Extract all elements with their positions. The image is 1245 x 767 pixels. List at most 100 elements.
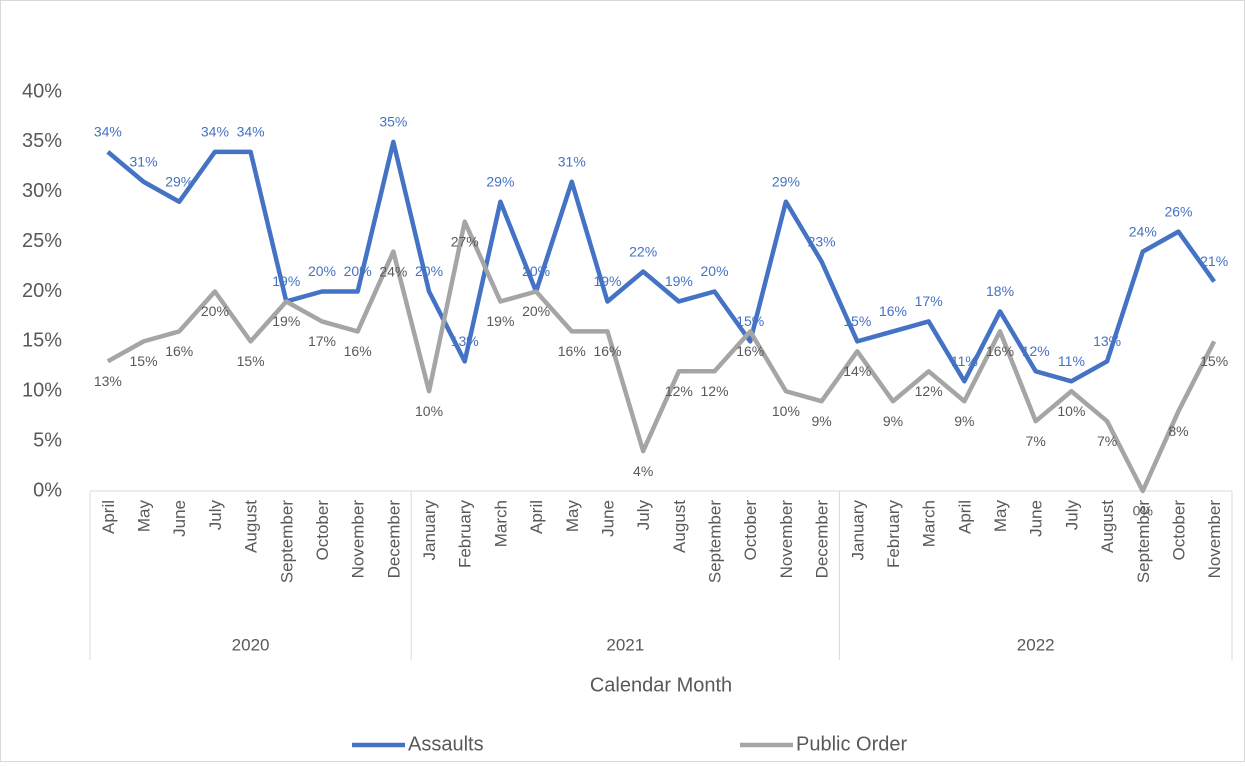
data-label: 0% xyxy=(1133,503,1153,519)
data-label: 19% xyxy=(486,313,514,329)
data-label: 29% xyxy=(772,173,800,189)
y-tick-label: 10% xyxy=(22,380,62,402)
data-label: 26% xyxy=(1164,203,1192,219)
y-tick-label: 35% xyxy=(22,130,62,152)
data-label: 15% xyxy=(736,313,764,329)
x-tick-label: February xyxy=(456,500,475,569)
data-label: 10% xyxy=(1057,403,1085,419)
data-label: 23% xyxy=(808,233,836,249)
x-tick-label: June xyxy=(170,500,189,537)
data-label: 20% xyxy=(701,263,729,279)
x-tick-label: December xyxy=(813,500,832,579)
y-tick-label: 5% xyxy=(33,429,62,451)
data-label: 9% xyxy=(811,413,831,429)
data-label: 24% xyxy=(1129,223,1157,239)
x-tick-label: September xyxy=(706,500,725,583)
data-label: 34% xyxy=(201,124,229,140)
group-label: 2020 xyxy=(232,635,270,654)
data-label: 20% xyxy=(522,263,550,279)
data-label: 7% xyxy=(1097,433,1117,449)
y-tick-label: 15% xyxy=(22,330,62,352)
x-tick-label: October xyxy=(313,500,332,561)
data-label: 8% xyxy=(1168,423,1188,439)
x-tick-label: December xyxy=(384,500,403,579)
series-line xyxy=(106,219,1217,494)
data-label: 13% xyxy=(1093,333,1121,349)
x-tick-label: November xyxy=(1205,500,1224,579)
data-label: 24% xyxy=(379,263,407,279)
x-tick-label: January xyxy=(420,500,439,561)
data-label: 20% xyxy=(522,303,550,319)
x-tick-label: July xyxy=(1062,500,1081,531)
data-label: 12% xyxy=(1022,343,1050,359)
data-label: 7% xyxy=(1026,433,1046,449)
data-label: 27% xyxy=(451,233,479,249)
data-label: 20% xyxy=(201,303,229,319)
data-label: 15% xyxy=(237,353,265,369)
legend-label: Assaults xyxy=(408,733,484,755)
x-tick-label: August xyxy=(670,500,689,553)
data-label: 15% xyxy=(1200,353,1228,369)
x-tick-label: April xyxy=(99,500,118,534)
data-label: 34% xyxy=(237,124,265,140)
x-axis-title: Calendar Month xyxy=(590,674,732,696)
x-tick-label: May xyxy=(563,500,582,533)
data-label: 17% xyxy=(308,333,336,349)
x-tick-label: May xyxy=(991,500,1010,533)
x-tick-label: November xyxy=(777,500,796,579)
x-tick-label: August xyxy=(242,500,261,553)
x-tick-label: October xyxy=(741,500,760,561)
data-label: 16% xyxy=(344,343,372,359)
data-label: 34% xyxy=(94,124,122,140)
x-tick-label: April xyxy=(527,500,546,534)
data-label: 19% xyxy=(272,313,300,329)
data-label: 20% xyxy=(344,263,372,279)
data-label: 16% xyxy=(165,343,193,359)
data-label: 15% xyxy=(843,313,871,329)
data-label: 16% xyxy=(736,343,764,359)
data-label: 29% xyxy=(486,173,514,189)
data-label: 16% xyxy=(879,303,907,319)
y-tick-label: 30% xyxy=(22,180,62,202)
x-tick-label: July xyxy=(206,500,225,531)
x-tick-label: June xyxy=(598,500,617,537)
y-tick-label: 25% xyxy=(22,230,62,252)
x-tick-label: September xyxy=(277,500,296,583)
data-label: 10% xyxy=(415,403,443,419)
data-label: 17% xyxy=(915,293,943,309)
x-tick-label: September xyxy=(1134,500,1153,583)
group-label: 2021 xyxy=(606,635,644,654)
data-label: 13% xyxy=(94,373,122,389)
data-label: 15% xyxy=(130,353,158,369)
x-tick-label: March xyxy=(920,500,939,547)
data-label: 21% xyxy=(1200,253,1228,269)
data-label: 4% xyxy=(633,463,653,479)
x-tick-label: November xyxy=(349,500,368,579)
data-label: 12% xyxy=(915,383,943,399)
x-tick-label: May xyxy=(135,500,154,533)
data-label: 16% xyxy=(593,343,621,359)
x-tick-label: October xyxy=(1169,500,1188,561)
x-tick-label: June xyxy=(1027,500,1046,537)
y-tick-label: 40% xyxy=(22,80,62,102)
data-label: 20% xyxy=(415,263,443,279)
data-label: 12% xyxy=(665,383,693,399)
x-tick-label: July xyxy=(634,500,653,531)
data-label: 11% xyxy=(951,353,978,369)
data-label: 31% xyxy=(130,153,158,169)
data-label: 10% xyxy=(772,403,800,419)
group-label: 2022 xyxy=(1017,635,1055,654)
data-label: 35% xyxy=(379,114,407,130)
data-label: 9% xyxy=(954,413,974,429)
series-line xyxy=(106,139,1216,384)
data-label: 16% xyxy=(558,343,586,359)
data-label: 19% xyxy=(665,273,693,289)
x-tick-label: April xyxy=(955,500,974,534)
data-label: 16% xyxy=(986,343,1014,359)
data-label: 19% xyxy=(593,273,621,289)
data-label: 31% xyxy=(558,153,586,169)
y-tick-label: 0% xyxy=(33,479,62,501)
x-tick-label: February xyxy=(884,500,903,569)
data-label: 11% xyxy=(1058,353,1085,369)
